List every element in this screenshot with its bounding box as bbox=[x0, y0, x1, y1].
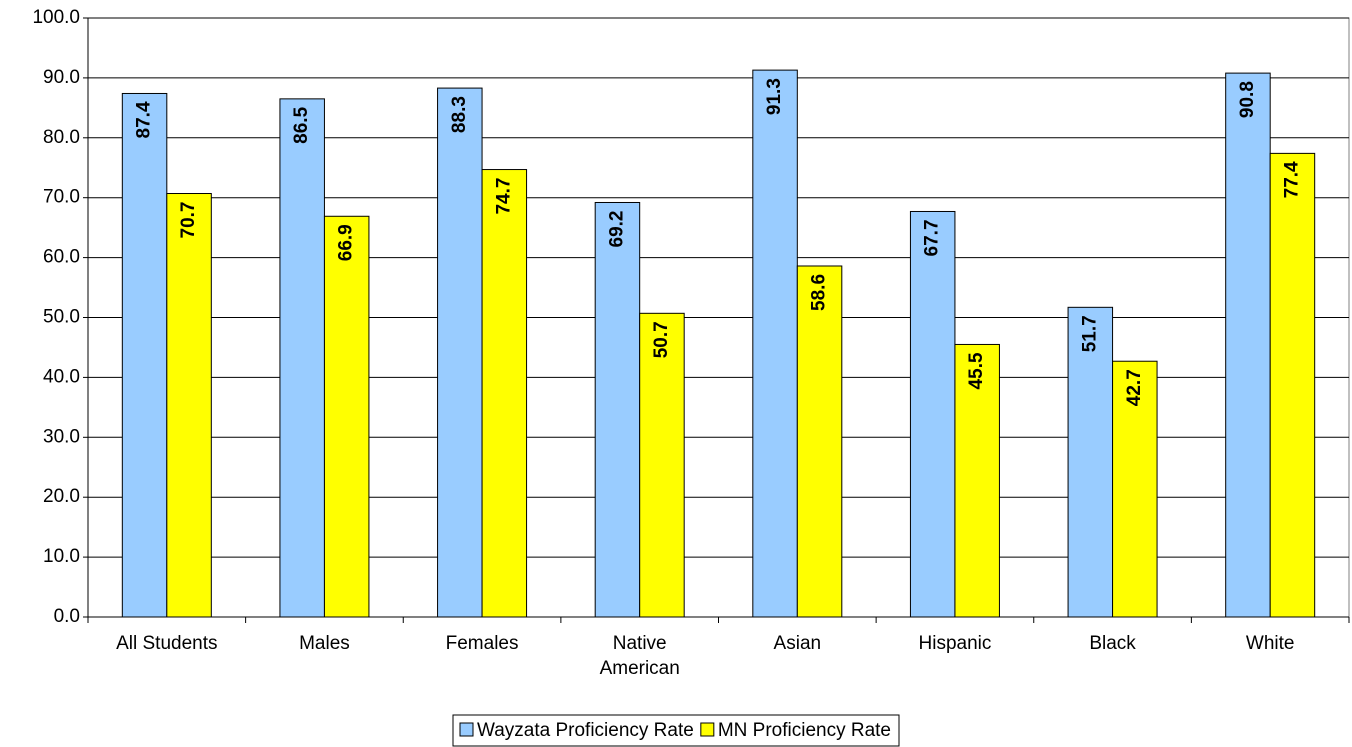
y-tick-label: 60.0 bbox=[43, 247, 80, 268]
bar bbox=[121, 92, 168, 618]
y-tick-label: 20.0 bbox=[43, 486, 80, 507]
bar bbox=[1112, 360, 1158, 618]
legend-label: Wayzata Proficiency Rate bbox=[477, 720, 694, 741]
y-tick-label: 70.0 bbox=[43, 187, 80, 208]
x-tick-label: Hispanic bbox=[918, 633, 992, 654]
y-tick-label: 0.0 bbox=[54, 606, 80, 627]
bar bbox=[909, 210, 956, 618]
x-tick-label: Black bbox=[1089, 633, 1136, 654]
bar bbox=[166, 193, 212, 618]
data-label: 58.6 bbox=[809, 274, 830, 311]
data-label: 67.7 bbox=[922, 219, 943, 256]
bar bbox=[437, 87, 483, 618]
x-tick-label: Native American bbox=[599, 633, 680, 679]
data-label: 50.7 bbox=[651, 321, 672, 358]
data-label: 45.5 bbox=[966, 352, 987, 389]
data-label: 87.4 bbox=[134, 101, 155, 138]
bar bbox=[481, 169, 528, 618]
x-tick-label: All Students bbox=[116, 633, 218, 654]
bar bbox=[594, 201, 641, 618]
data-label: 91.3 bbox=[764, 78, 785, 115]
y-tick-label: 100.0 bbox=[32, 7, 80, 28]
bar bbox=[752, 69, 798, 618]
bar bbox=[796, 265, 843, 618]
legend-label: MN Proficiency Rate bbox=[718, 720, 891, 741]
bar bbox=[1269, 152, 1316, 618]
y-tick-label: 80.0 bbox=[43, 127, 80, 148]
bar bbox=[279, 98, 325, 618]
y-tick-label: 40.0 bbox=[43, 366, 80, 387]
bar bbox=[1067, 306, 1114, 618]
y-tick-label: 10.0 bbox=[43, 546, 80, 567]
data-label: 66.9 bbox=[336, 224, 357, 261]
legend-box bbox=[452, 714, 900, 747]
data-label: 42.7 bbox=[1124, 369, 1145, 406]
y-tick-label: 90.0 bbox=[43, 67, 80, 88]
legend-swatch bbox=[459, 722, 474, 737]
x-tick-label: Asian bbox=[773, 633, 822, 654]
data-label: 51.7 bbox=[1079, 315, 1100, 352]
data-label: 74.7 bbox=[493, 178, 514, 215]
x-tick-label: Males bbox=[299, 633, 350, 654]
bar bbox=[1225, 72, 1271, 618]
x-tick-label: White bbox=[1245, 633, 1295, 654]
bar bbox=[954, 343, 1000, 618]
x-tick-label: Females bbox=[445, 633, 519, 654]
data-label: 88.3 bbox=[449, 96, 470, 133]
data-label: 70.7 bbox=[178, 202, 199, 239]
data-label: 69.2 bbox=[606, 210, 627, 247]
data-label: 86.5 bbox=[291, 106, 312, 143]
bar bbox=[639, 312, 685, 618]
y-tick-label: 30.0 bbox=[43, 426, 80, 447]
legend-swatch bbox=[700, 722, 715, 737]
data-label: 90.8 bbox=[1237, 81, 1258, 118]
y-tick-label: 50.0 bbox=[43, 307, 80, 328]
bar bbox=[323, 215, 370, 618]
data-label: 77.4 bbox=[1281, 161, 1302, 198]
